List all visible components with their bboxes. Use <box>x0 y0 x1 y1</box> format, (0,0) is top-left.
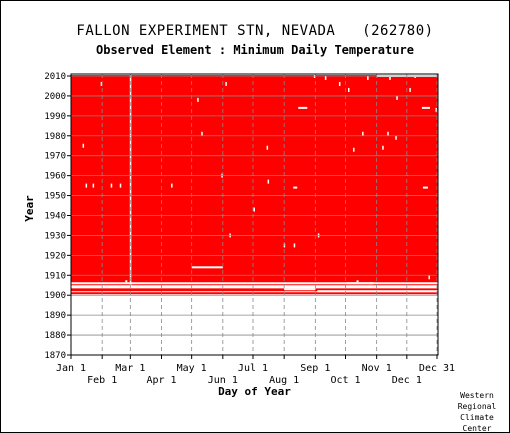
missing-segment <box>71 286 438 289</box>
data-region <box>71 288 438 292</box>
y-tick-label: 1970 <box>44 152 66 162</box>
missing-day <box>197 97 199 102</box>
missing-segment <box>421 106 430 109</box>
missing-day <box>201 131 203 136</box>
x-tick-label: Aug 1 <box>269 375 299 386</box>
missing-day <box>395 135 397 140</box>
missing-day <box>367 75 369 80</box>
missing-day <box>324 75 327 80</box>
y-tick-label: 1960 <box>44 172 66 182</box>
credit-line: Regional <box>457 402 497 411</box>
missing-segment <box>71 282 438 285</box>
x-tick-label: Dec 31 <box>419 363 455 374</box>
y-tick-label: 1980 <box>44 132 66 142</box>
data-region <box>71 292 438 295</box>
x-tick-label: Dec 1 <box>392 375 422 386</box>
data-region <box>71 74 438 286</box>
y-tick-label: 1990 <box>44 112 66 122</box>
missing-day <box>171 183 173 188</box>
x-tick-label: Mar 1 <box>115 363 145 374</box>
x-tick-label: Oct 1 <box>330 375 360 386</box>
y-tick-label: 1900 <box>44 291 66 301</box>
x-tick-label: Feb 1 <box>87 375 117 386</box>
y-tick-label: 1910 <box>44 271 66 281</box>
x-tick-label: Sep 1 <box>300 363 330 374</box>
missing-day <box>435 107 437 112</box>
missing-segment <box>356 280 359 283</box>
missing-day <box>293 243 296 248</box>
y-tick-label: 1930 <box>44 231 66 241</box>
x-tick-label: Jun 1 <box>208 375 238 386</box>
credit-line: Climate <box>460 413 494 422</box>
missing-day <box>348 87 350 92</box>
missing-segment <box>346 282 372 285</box>
chart-subtitle: Observed Element : Minimum Daily Tempera… <box>96 43 414 57</box>
y-tick-label: 1940 <box>44 211 66 221</box>
x-tick-label: Jan 1 <box>56 363 86 374</box>
chart-title: FALLON EXPERIMENT STN, NEVADA (262780) <box>76 23 434 39</box>
missing-day <box>85 183 88 188</box>
missing-day <box>253 207 255 212</box>
missing-day <box>100 81 103 86</box>
missing-day <box>338 81 341 86</box>
x-axis-title: Day of Year <box>218 385 291 398</box>
plot-border <box>70 73 439 356</box>
y-tick-label: 2010 <box>44 72 66 82</box>
missing-day <box>362 131 364 136</box>
missing-day <box>428 275 430 280</box>
missing-segment <box>422 186 428 189</box>
missing-segment <box>125 280 128 283</box>
missing-day <box>389 75 391 80</box>
credit-line: Western <box>460 391 494 400</box>
missing-day <box>119 183 122 188</box>
missing-day <box>382 145 384 150</box>
missing-day <box>396 95 398 100</box>
missing-day <box>266 145 269 150</box>
missing-segment <box>191 266 223 269</box>
x-tick-label: May 1 <box>177 363 207 374</box>
x-tick-label: Nov 1 <box>362 363 392 374</box>
missing-day <box>387 131 389 136</box>
data-layer <box>71 74 438 295</box>
missing-segment <box>369 282 374 285</box>
x-tick-label: Apr 1 <box>146 375 176 386</box>
missing-segment <box>298 106 308 109</box>
axis-layer: 1870 1880 1890 1900 1910 1920 1930 1940 1950 1960… <box>44 72 455 386</box>
missing-segment <box>293 186 298 189</box>
y-tick-label: 1880 <box>44 331 66 341</box>
missing-day <box>110 183 113 188</box>
missing-day <box>225 81 227 86</box>
missing-day <box>353 147 355 152</box>
x-tick-label: Jul 1 <box>238 363 268 374</box>
credit-line: Center <box>462 424 492 433</box>
missing-day <box>92 183 95 188</box>
y-axis-title: Year <box>23 195 36 222</box>
y-tick-label: 1870 <box>44 351 66 361</box>
missing-day <box>82 143 85 148</box>
y-tick-label: 1890 <box>44 311 66 321</box>
missing-segment <box>284 288 316 291</box>
missing-day <box>409 87 411 92</box>
y-tick-label: 1920 <box>44 251 66 261</box>
y-tick-label: 2000 <box>44 92 66 102</box>
y-tick-label: 1950 <box>44 192 66 202</box>
missing-day <box>267 179 270 184</box>
missing-segment <box>317 290 438 293</box>
credit-block: Western Regional Climate Center <box>453 390 501 433</box>
